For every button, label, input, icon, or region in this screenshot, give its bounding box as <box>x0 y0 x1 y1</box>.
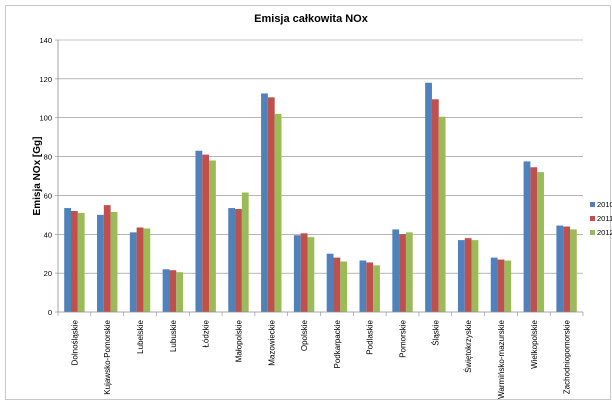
bar-2011 <box>235 209 242 312</box>
y-tick-label: 120 <box>39 75 52 84</box>
bar-2010 <box>195 150 203 312</box>
bar-2011 <box>399 234 406 312</box>
bar-2011 <box>333 257 341 312</box>
category-labels: Dolnośląskie Kujawsko-Pomorskie Lubelskie L… <box>70 319 571 398</box>
bar-2010 <box>228 208 236 312</box>
bar-2011 <box>464 238 472 312</box>
category-label: Wielkopolskie <box>530 319 539 368</box>
legend-label: 2012 <box>597 228 612 237</box>
chart-title: Emisja całkowita NOx <box>254 13 369 25</box>
category-label: Lubelskie <box>136 319 145 353</box>
bar-2012 <box>504 260 512 312</box>
category-label: Lubuskie <box>169 319 178 352</box>
bar-2012 <box>471 240 479 312</box>
legend-swatch-2012 <box>590 230 595 235</box>
bar-2011 <box>136 227 144 312</box>
bar-2012 <box>77 212 85 312</box>
chart-frame <box>5 5 611 400</box>
category-label: Małopolskie <box>234 319 243 362</box>
bar-2012 <box>241 192 249 312</box>
bar-2011 <box>300 233 308 312</box>
bar-2012 <box>274 113 282 312</box>
y-tick-label: 140 <box>39 36 52 45</box>
legend: 2010 2011 2012 <box>590 200 612 237</box>
y-tick-label: 40 <box>44 230 52 239</box>
bar-2010 <box>490 257 498 312</box>
bar-2012 <box>340 261 348 312</box>
bar-2010 <box>162 269 170 312</box>
category-label: Podlaskie <box>366 319 375 354</box>
bar-2010 <box>392 229 400 312</box>
bar-2011 <box>267 97 275 312</box>
y-axis-ticks: 0 20 40 60 80 100 120 140 <box>39 36 58 317</box>
bar-2012 <box>307 237 315 312</box>
category-label: Pomorskie <box>399 319 408 357</box>
bar-2010 <box>293 235 301 312</box>
bar-2010 <box>129 232 137 312</box>
y-tick-label: 100 <box>39 114 52 123</box>
axes <box>57 40 584 316</box>
bar-2012 <box>373 265 380 312</box>
y-tick-label: 0 <box>48 308 52 317</box>
bar-2010 <box>64 208 72 312</box>
bar-2010 <box>457 240 465 312</box>
bar-2012 <box>537 172 544 312</box>
bar-2010 <box>556 225 564 312</box>
y-tick-label: 60 <box>44 191 52 200</box>
category-label: Mazowieckie <box>267 319 276 365</box>
bars <box>64 82 577 312</box>
bar-2010 <box>97 214 104 312</box>
bar-2011 <box>103 205 111 312</box>
bar-2011 <box>530 167 538 312</box>
legend-swatch-2011 <box>590 216 595 221</box>
bar-2012 <box>176 272 184 312</box>
bar-2011 <box>202 154 210 312</box>
bar-2012 <box>110 211 118 312</box>
bar-2012 <box>438 116 446 312</box>
y-tick-label: 80 <box>44 153 52 162</box>
bar-2011 <box>431 99 439 312</box>
bar-2011 <box>169 270 177 312</box>
bar-2010 <box>261 93 268 312</box>
y-axis-label: Emisja NOx [Gg] <box>32 137 43 216</box>
legend-label: 2010 <box>597 200 612 209</box>
bar-2010 <box>326 253 334 312</box>
category-label: Świętokrzyskie <box>464 319 473 372</box>
bar-2011 <box>497 259 505 312</box>
bar-2011 <box>71 210 78 312</box>
category-label: Opolskie <box>300 319 309 351</box>
bar-2012 <box>569 229 577 312</box>
bar-2010 <box>523 161 531 312</box>
category-label: Zachodniopomorskie <box>563 319 572 394</box>
bar-2012 <box>209 160 216 312</box>
bar-2012 <box>143 228 151 312</box>
legend-swatch-2010 <box>590 202 595 207</box>
category-label: Podkarpackie <box>333 319 342 368</box>
category-label: Łódzkie <box>202 319 211 347</box>
bar-2010 <box>359 260 367 312</box>
category-label: Dolnośląskie <box>70 319 79 365</box>
category-label: Śląskie <box>431 319 440 345</box>
bar-2010 <box>425 82 432 312</box>
bar-2011 <box>366 262 374 312</box>
bar-2011 <box>563 226 570 312</box>
legend-label: 2011 <box>597 214 612 223</box>
y-tick-label: 20 <box>44 269 52 278</box>
category-label: Warmińsko-mazurskie <box>497 319 506 398</box>
bar-2012 <box>405 232 413 312</box>
category-label: Kujawsko-Pomorskie <box>103 319 112 394</box>
